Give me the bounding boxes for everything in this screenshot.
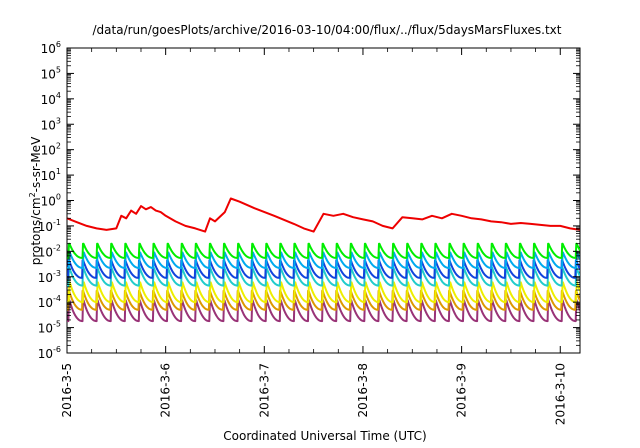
y-tick-base: 10: [41, 42, 56, 56]
y-tick-base: 10: [41, 195, 56, 209]
x-tick-label: 2016-3-8: [356, 363, 370, 417]
y-axis-label: protons/cm2-s-sr-MeV: [28, 136, 43, 265]
y-tick-label: 100: [41, 193, 61, 209]
series-layer: [67, 197, 580, 323]
y-axis-label-sup: 2: [28, 192, 37, 197]
y-tick-label: 101: [41, 167, 61, 183]
y-tick-exponent: -1: [53, 218, 61, 227]
chart-title: /data/run/goesPlots/archive/2016-03-10/0…: [93, 23, 562, 37]
y-tick-base: 10: [38, 322, 53, 336]
plot-frame: [66, 47, 581, 354]
y-tick-exponent: -6: [53, 345, 61, 354]
plot-border: [66, 47, 581, 354]
x-axis-ticks: 2016-3-5 2016-3-6 2016-3-7 2016-3-8 2016-3-9…: [60, 48, 567, 425]
series-yellow: [67, 281, 580, 304]
x-tick-label: 2016-3-7: [257, 363, 271, 417]
y-tick-exponent: 0: [56, 193, 61, 202]
y-tick-label: 10-5: [38, 320, 61, 336]
series-red: [67, 197, 580, 233]
y-tick-exponent: 3: [56, 116, 61, 125]
y-tick-exponent: 1: [56, 167, 61, 176]
series-green: [67, 242, 580, 259]
y-tick-label: 105: [41, 65, 61, 81]
y-tick-base: 10: [41, 169, 56, 183]
y-tick-base: 10: [38, 347, 53, 361]
y-axis-label-prefix: protons/cm: [29, 197, 43, 265]
y-tick-base: 10: [38, 271, 53, 285]
y-tick-label: 104: [41, 91, 61, 107]
y-tick-base: 10: [38, 245, 53, 259]
y-tick-base: 10: [41, 118, 56, 132]
y-tick-base: 10: [41, 144, 56, 158]
y-tick-exponent: -4: [53, 294, 61, 303]
y-axis-label-suffix: -s-sr-MeV: [29, 136, 43, 192]
y-tick-label: 10-4: [38, 294, 61, 310]
x-tick-label: 2016-3-6: [159, 363, 173, 417]
y-tick-label: 103: [41, 116, 61, 132]
y-tick-base: 10: [38, 296, 53, 310]
y-tick-exponent: 5: [56, 65, 61, 74]
y-axis-ticks: 10610510410310210110010-110-210-310-410-…: [38, 40, 580, 361]
y-tick-label: 10-1: [38, 218, 61, 234]
x-axis-label: Coordinated Universal Time (UTC): [223, 429, 426, 443]
y-tick-exponent: 4: [56, 91, 61, 100]
x-tick-label: 2016-3-5: [60, 363, 74, 417]
y-tick-exponent: -2: [53, 243, 61, 252]
y-tick-base: 10: [41, 93, 56, 107]
y-tick-base: 10: [41, 67, 56, 81]
x-tick-label: 2016-3-9: [455, 363, 469, 417]
y-tick-exponent: 2: [56, 142, 61, 151]
y-tick-exponent: 6: [56, 40, 61, 49]
y-tick-label: 10-6: [38, 345, 61, 361]
y-tick-exponent: -5: [53, 320, 61, 329]
x-tick-label: 2016-3-10: [553, 363, 567, 425]
y-tick-exponent: -3: [53, 269, 61, 278]
y-tick-label: 10-2: [38, 243, 61, 259]
y-tick-label: 106: [41, 40, 61, 56]
y-tick-label: 102: [41, 142, 61, 158]
y-tick-label: 10-3: [38, 269, 61, 285]
y-tick-base: 10: [38, 220, 53, 234]
